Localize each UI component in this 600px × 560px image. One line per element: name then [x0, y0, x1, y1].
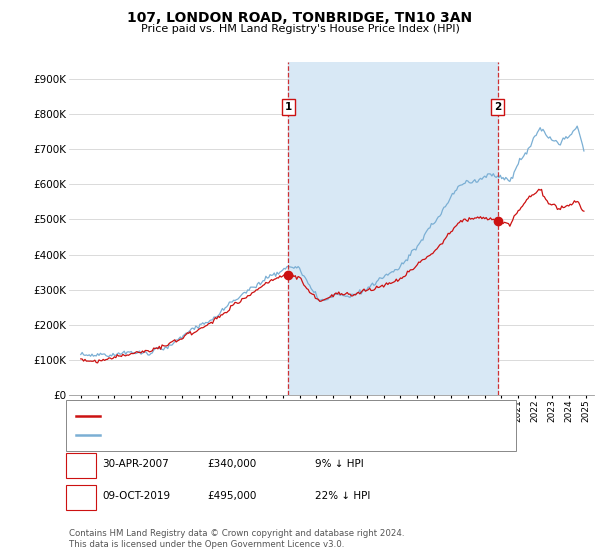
- Text: 22% ↓ HPI: 22% ↓ HPI: [315, 491, 370, 501]
- Text: Contains HM Land Registry data © Crown copyright and database right 2024.
This d: Contains HM Land Registry data © Crown c…: [69, 529, 404, 549]
- Text: £495,000: £495,000: [207, 491, 256, 501]
- Bar: [288, 62, 497, 395]
- Text: 2: 2: [494, 102, 501, 112]
- Text: HPI: Average price, detached house, Tonbridge and Malling: HPI: Average price, detached house, Tonb…: [106, 431, 394, 441]
- Text: 1: 1: [77, 459, 85, 469]
- Text: 1: 1: [284, 102, 292, 112]
- Text: Price paid vs. HM Land Registry's House Price Index (HPI): Price paid vs. HM Land Registry's House …: [140, 24, 460, 34]
- Text: 09-OCT-2019: 09-OCT-2019: [102, 491, 170, 501]
- Text: 9% ↓ HPI: 9% ↓ HPI: [315, 459, 364, 469]
- Text: 2: 2: [77, 491, 85, 501]
- Text: 30-APR-2007: 30-APR-2007: [102, 459, 169, 469]
- Text: 107, LONDON ROAD, TONBRIDGE, TN10 3AN (detached house): 107, LONDON ROAD, TONBRIDGE, TN10 3AN (d…: [106, 410, 415, 421]
- Text: £340,000: £340,000: [207, 459, 256, 469]
- Text: 107, LONDON ROAD, TONBRIDGE, TN10 3AN: 107, LONDON ROAD, TONBRIDGE, TN10 3AN: [127, 11, 473, 25]
